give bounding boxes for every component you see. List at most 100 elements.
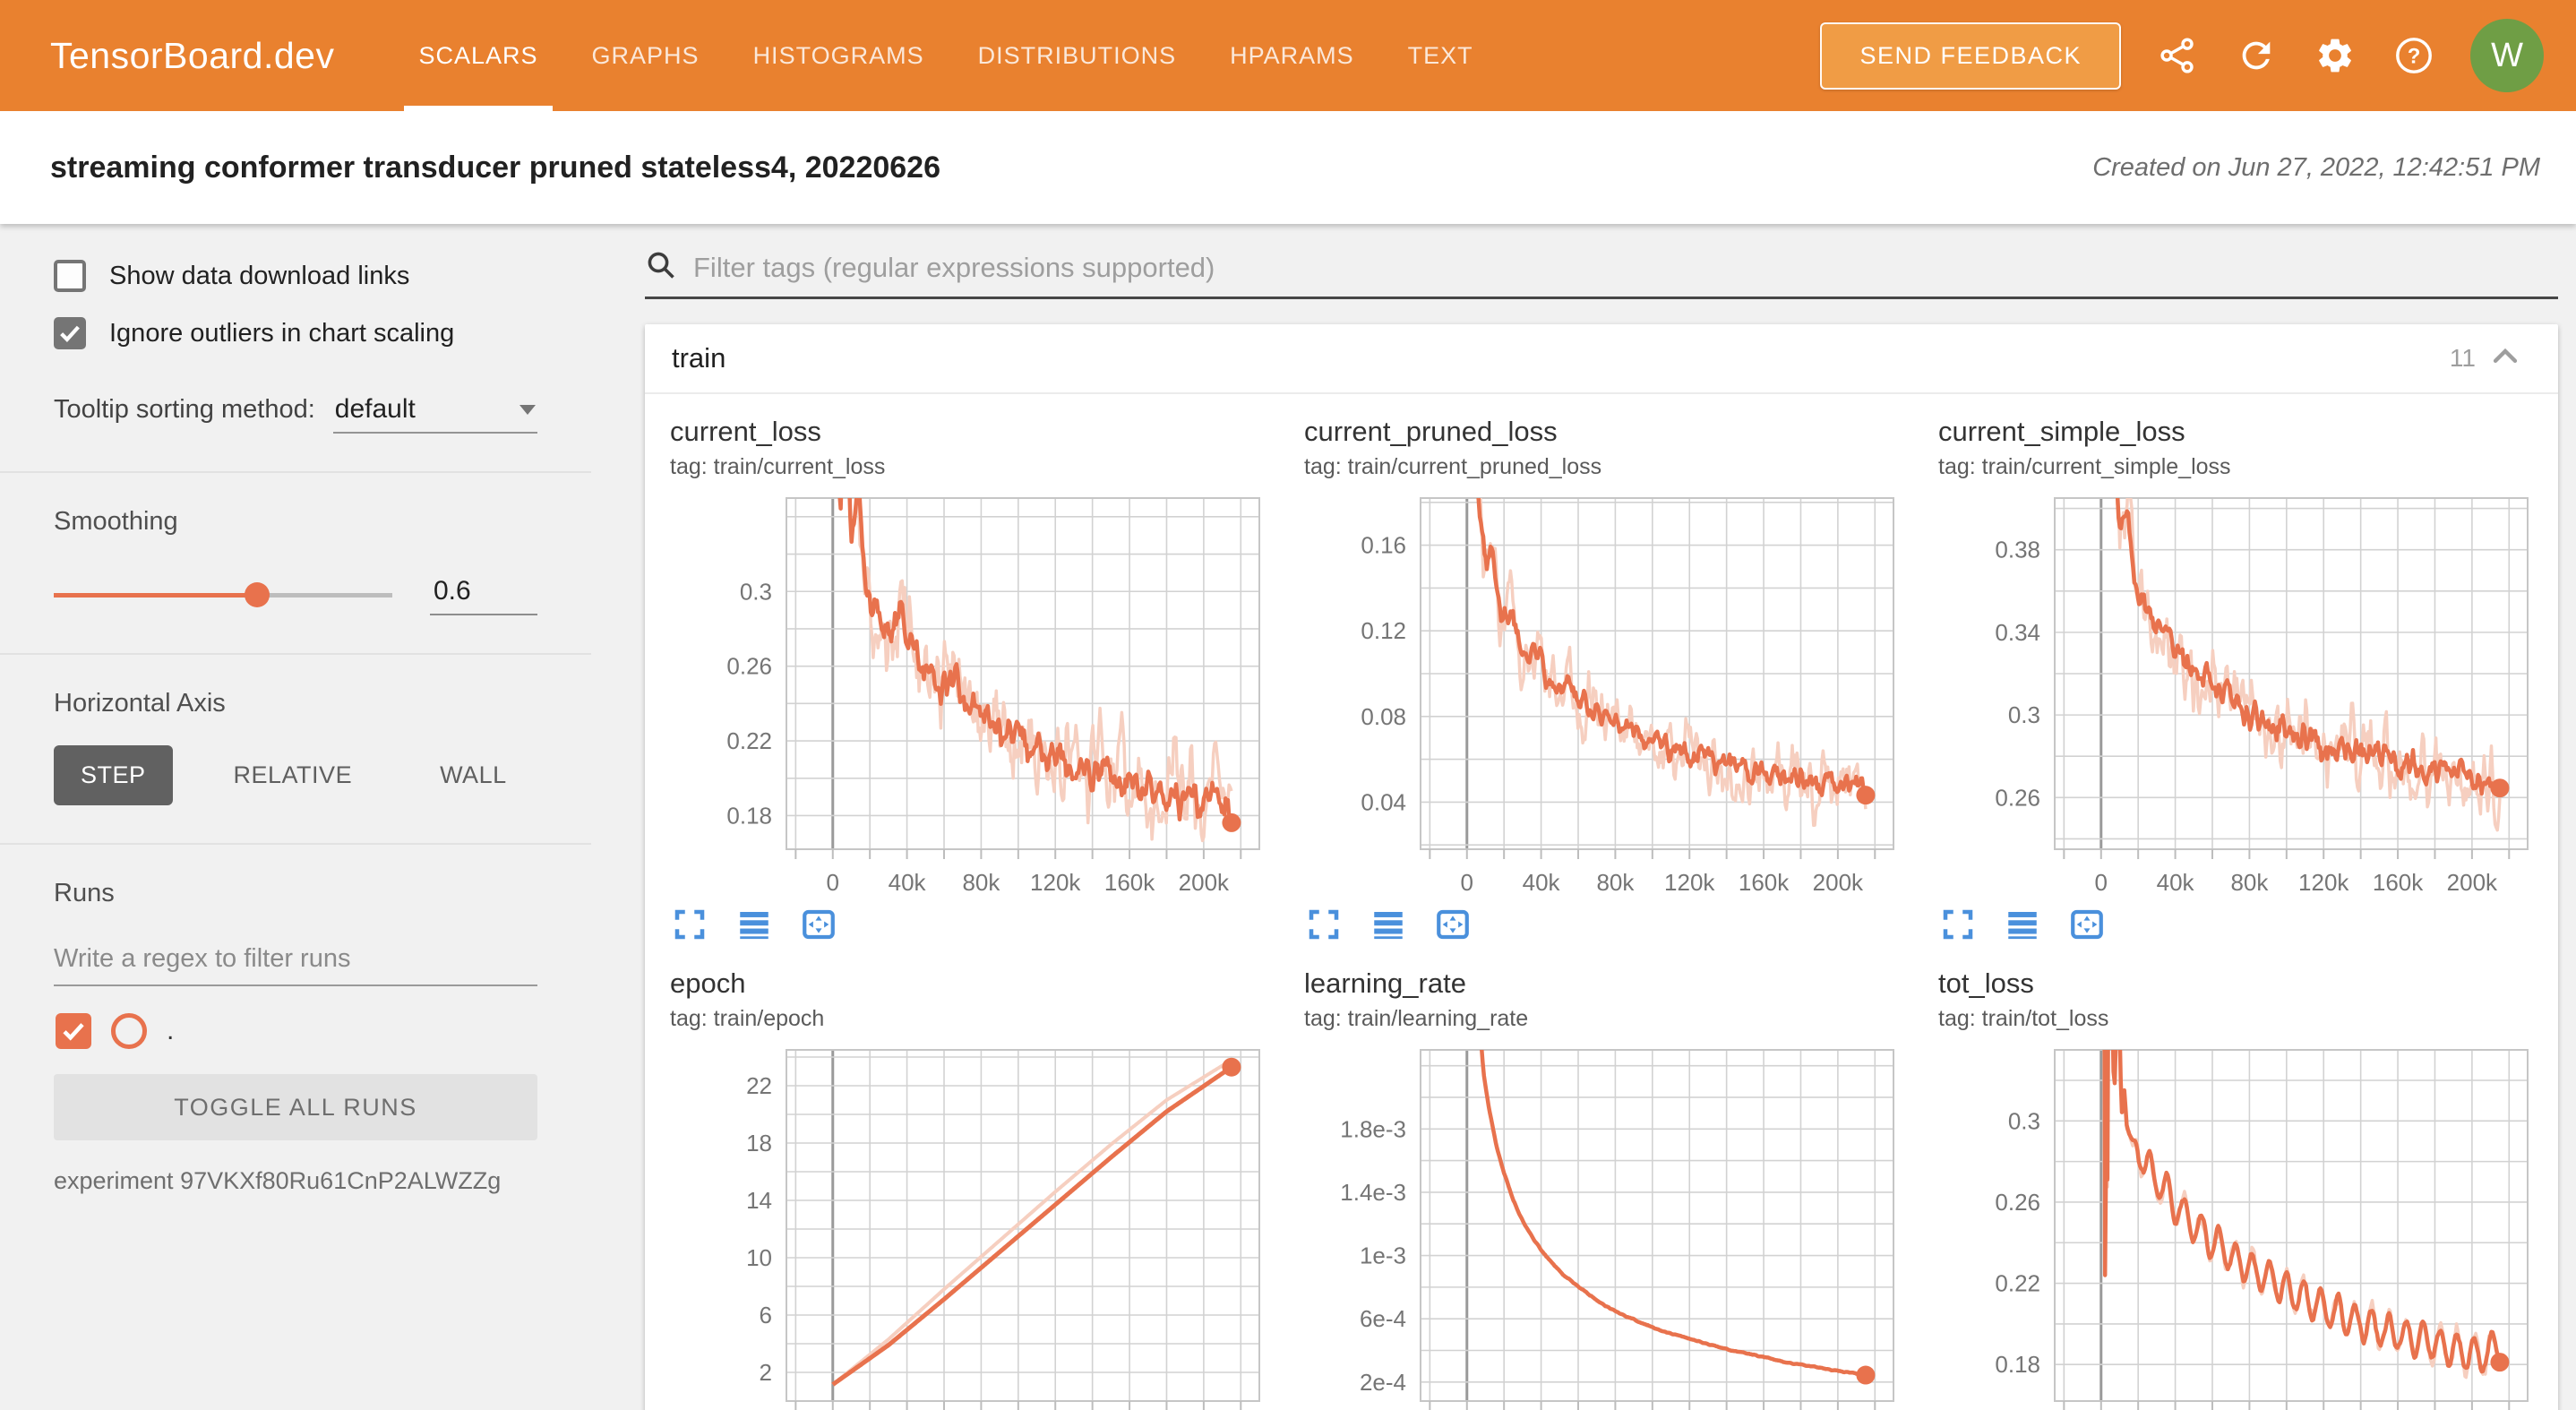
show-download-links-checkbox[interactable] bbox=[54, 260, 86, 292]
svg-text:0.04: 0.04 bbox=[1361, 788, 1406, 815]
tab-scalars[interactable]: SCALARS bbox=[391, 0, 564, 111]
svg-text:160k: 160k bbox=[2373, 869, 2424, 896]
runs-filter-input[interactable] bbox=[54, 941, 537, 986]
data-table-icon[interactable] bbox=[734, 905, 774, 944]
svg-text:0: 0 bbox=[827, 869, 839, 896]
chart-card-learning_rate: learning_rate tag: train/learning_rate 040… bbox=[1304, 967, 1906, 1410]
svg-text:160k: 160k bbox=[1739, 869, 1790, 896]
share-icon[interactable] bbox=[2155, 33, 2200, 78]
chart-title: current_loss bbox=[670, 416, 821, 447]
svg-text:120k: 120k bbox=[1664, 869, 1715, 896]
fit-domain-icon[interactable] bbox=[2067, 905, 2107, 944]
svg-text:0: 0 bbox=[1461, 869, 1473, 896]
svg-text:160k: 160k bbox=[1104, 869, 1155, 896]
smoothing-value-field[interactable]: 0.6 bbox=[430, 574, 537, 615]
expand-icon[interactable] bbox=[1938, 905, 1978, 944]
run-row: . bbox=[56, 1013, 591, 1049]
svg-text:0.3: 0.3 bbox=[2008, 701, 2040, 728]
ignore-outliers-checkbox[interactable] bbox=[54, 317, 86, 349]
chart-card-current_pruned_loss: current_pruned_loss tag: train/current_pr… bbox=[1304, 416, 1906, 944]
tab-distributions[interactable]: DISTRIBUTIONS bbox=[977, 41, 1177, 69]
svg-text:10: 10 bbox=[746, 1244, 772, 1271]
created-timestamp: Created on Jun 27, 2022, 12:42:51 PM bbox=[2092, 152, 2540, 182]
main-panel: train 11 current_loss tag: train/current_… bbox=[591, 224, 2576, 1410]
show-download-links-row[interactable]: Show data download links bbox=[54, 260, 591, 292]
svg-text:120k: 120k bbox=[2298, 869, 2349, 896]
svg-text:0.26: 0.26 bbox=[1995, 784, 2040, 811]
tooltip-sorting-value: default bbox=[334, 394, 416, 424]
chart-tag: tag: train/current_simple_loss bbox=[1938, 454, 2231, 479]
svg-text:1.8e-3: 1.8e-3 bbox=[1340, 1115, 1406, 1142]
svg-text:200k: 200k bbox=[1813, 869, 1864, 896]
chart-tag: tag: train/learning_rate bbox=[1304, 1006, 1529, 1031]
svg-text:0.08: 0.08 bbox=[1361, 703, 1406, 730]
section-collapse[interactable]: 11 bbox=[2450, 344, 2520, 373]
smoothing-thumb[interactable] bbox=[244, 582, 270, 607]
chart-title: learning_rate bbox=[1304, 967, 1466, 999]
chart-title: current_pruned_loss bbox=[1304, 416, 1558, 447]
smoothing-slider[interactable] bbox=[54, 581, 392, 608]
avatar[interactable]: W bbox=[2470, 19, 2544, 92]
svg-text:200k: 200k bbox=[2447, 869, 2498, 896]
axis-button-wall[interactable]: WALL bbox=[413, 745, 534, 805]
run-color-swatch[interactable] bbox=[111, 1013, 147, 1049]
chart-plot[interactable]: 040k80k120k160k200k2e-46e-41e-31.4e-31.8… bbox=[1304, 1039, 1906, 1410]
run-checkbox[interactable] bbox=[56, 1013, 91, 1049]
chart-plot[interactable]: 0 40k 80k 120k 160k 200k 0.04 0.08 0.12 0.16 bbox=[1304, 487, 1906, 901]
app-header: TensorBoard.dev SCALARS GRAPHS HISTOGRAMS D… bbox=[0, 0, 2576, 111]
svg-text:0.26: 0.26 bbox=[726, 653, 772, 680]
tooltip-sorting-select[interactable]: default bbox=[332, 392, 537, 434]
svg-text:6: 6 bbox=[760, 1302, 772, 1328]
svg-text:14: 14 bbox=[746, 1187, 772, 1214]
data-table-icon[interactable] bbox=[2003, 905, 2042, 944]
runs-heading: Runs bbox=[54, 879, 115, 907]
chart-plot[interactable]: 040k80k120k160k200k2610141822 bbox=[670, 1039, 1272, 1410]
fit-domain-icon[interactable] bbox=[1433, 905, 1473, 944]
send-feedback-button[interactable]: SEND FEEDBACK bbox=[1820, 21, 2121, 90]
chevron-up-icon[interactable] bbox=[2490, 345, 2520, 373]
nav-tabs: SCALARS GRAPHS HISTOGRAMS DISTRIBUTIONS HPAR… bbox=[391, 0, 1499, 111]
tab-graphs[interactable]: GRAPHS bbox=[591, 41, 700, 69]
fit-domain-icon[interactable] bbox=[799, 905, 838, 944]
refresh-icon[interactable] bbox=[2234, 33, 2279, 78]
svg-text:0.26: 0.26 bbox=[1995, 1189, 2040, 1216]
axis-button-step[interactable]: STEP bbox=[54, 745, 173, 805]
chevron-down-icon bbox=[519, 404, 536, 415]
axis-button-relative[interactable]: RELATIVE bbox=[207, 745, 380, 805]
ignore-outliers-row[interactable]: Ignore outliers in chart scaling bbox=[54, 317, 591, 349]
chart-toolbar bbox=[670, 905, 1272, 944]
tag-filter-row bbox=[645, 249, 2558, 299]
section-name: train bbox=[672, 342, 726, 374]
divider bbox=[0, 843, 591, 845]
toggle-all-runs-button[interactable]: TOGGLE ALL RUNS bbox=[54, 1074, 537, 1140]
expand-icon[interactable] bbox=[1304, 905, 1344, 944]
svg-text:40k: 40k bbox=[2157, 869, 2195, 896]
svg-text:0.22: 0.22 bbox=[726, 727, 772, 754]
expand-icon[interactable] bbox=[670, 905, 709, 944]
svg-text:0.34: 0.34 bbox=[1995, 619, 2040, 646]
help-icon[interactable]: ? bbox=[2391, 33, 2436, 78]
tab-text[interactable]: TEXT bbox=[1407, 41, 1473, 69]
svg-text:0.18: 0.18 bbox=[726, 802, 772, 829]
svg-text:40k: 40k bbox=[1523, 869, 1561, 896]
tab-histograms[interactable]: HISTOGRAMS bbox=[752, 41, 924, 69]
train-section-header[interactable]: train 11 bbox=[645, 324, 2558, 394]
tab-hparams[interactable]: HPARAMS bbox=[1230, 41, 1354, 69]
slider-fill bbox=[54, 593, 257, 598]
data-table-icon[interactable] bbox=[1369, 905, 1408, 944]
settings-icon[interactable] bbox=[2313, 33, 2357, 78]
run-name: . bbox=[167, 1016, 175, 1045]
app-logo: TensorBoard.dev bbox=[50, 34, 335, 76]
chart-tag: tag: train/current_pruned_loss bbox=[1304, 454, 1602, 479]
tag-filter-input[interactable] bbox=[693, 251, 2558, 284]
divider bbox=[0, 653, 591, 655]
svg-text:80k: 80k bbox=[2230, 869, 2269, 896]
chart-plot[interactable]: 0 40k 80k 120k 160k 200k 0.26 0.3 0.34 0.38 bbox=[1938, 487, 2540, 901]
chart-title: epoch bbox=[670, 967, 746, 999]
svg-text:80k: 80k bbox=[1596, 869, 1635, 896]
horizontal-axis-heading: Horizontal Axis bbox=[54, 689, 226, 718]
svg-text:?: ? bbox=[2408, 44, 2421, 68]
